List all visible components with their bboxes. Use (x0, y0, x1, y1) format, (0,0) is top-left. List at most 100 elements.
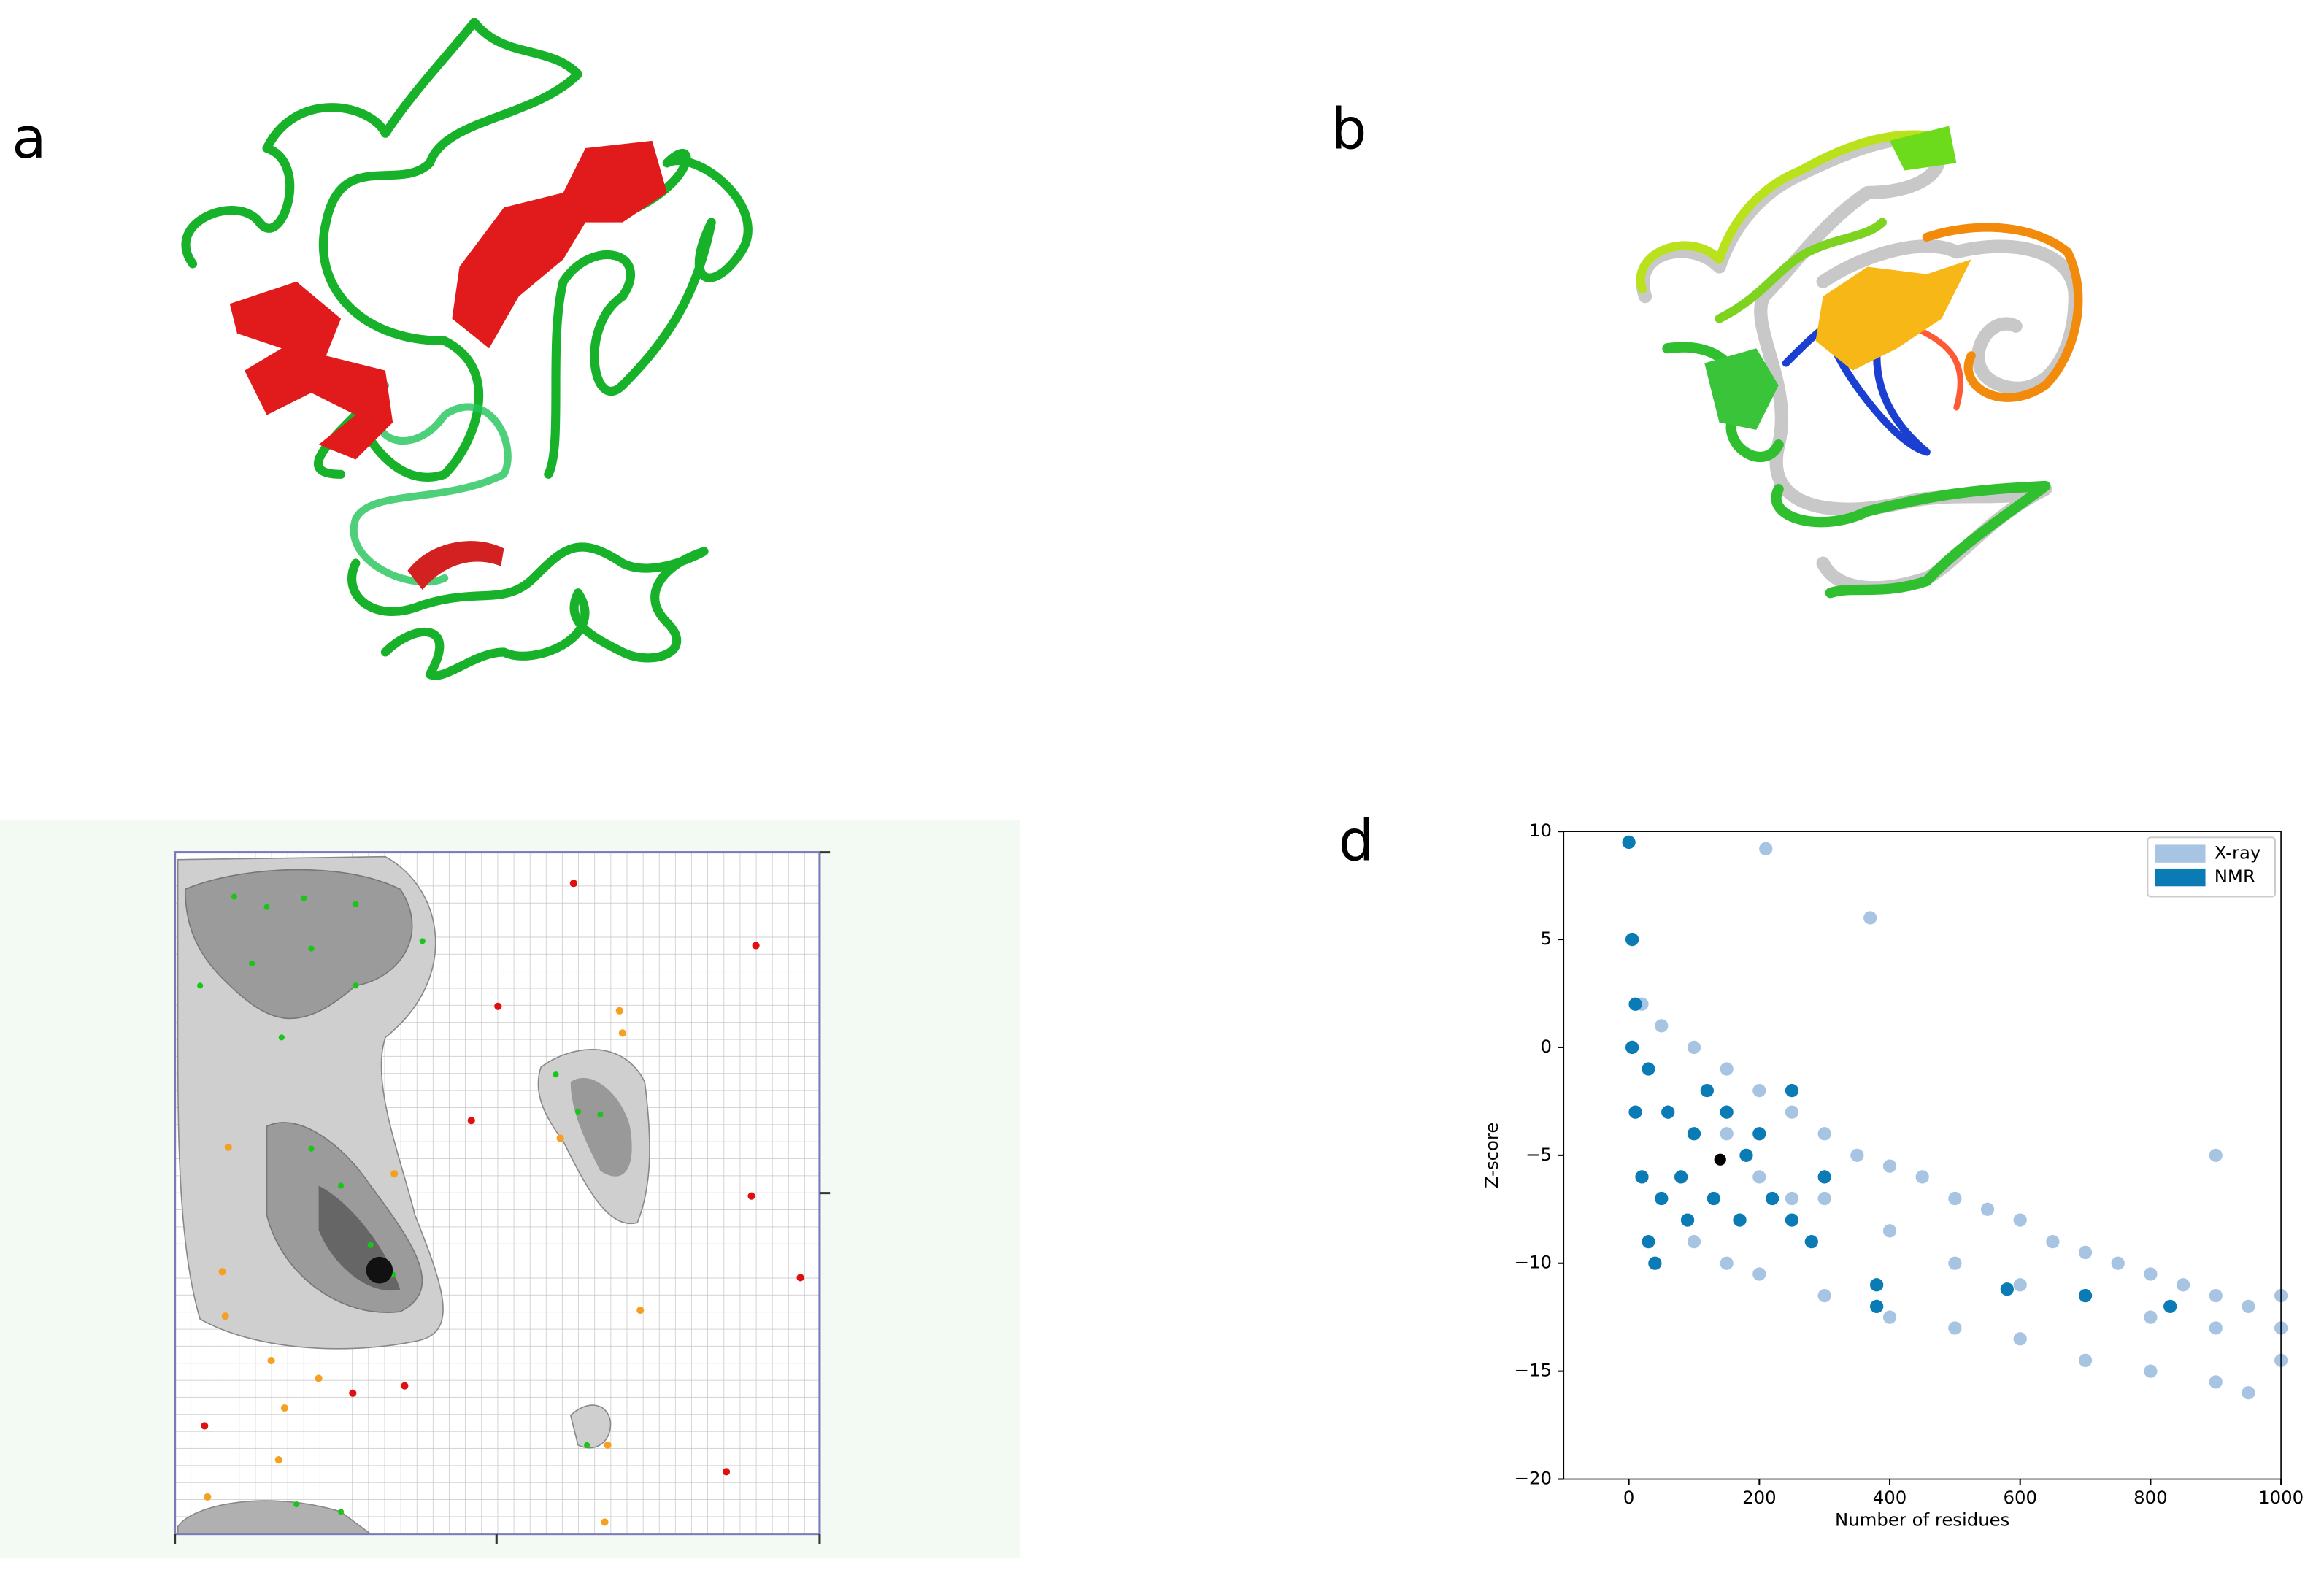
point (2111, 1256, 2125, 1270)
point (1642, 1235, 1655, 1249)
point (1759, 842, 1773, 855)
point (2163, 1299, 2177, 1314)
point (1752, 1267, 1766, 1281)
point (2144, 1310, 2158, 1324)
point (1687, 1127, 1701, 1141)
point (2242, 1299, 2255, 1314)
point (2144, 1364, 2158, 1378)
point (1882, 1224, 1897, 1238)
point (1661, 1105, 1675, 1119)
point (1948, 1256, 1962, 1270)
y-tick-label: −10 (1515, 1252, 1552, 1273)
legend-label: X-ray (2215, 842, 2261, 863)
y-tick-label: −5 (1525, 1144, 1552, 1165)
protein-structure-b (1636, 126, 2083, 599)
x-tick-label: 1000 (2258, 1487, 2304, 1508)
point (2176, 1278, 2190, 1292)
x-tick-label: 400 (1873, 1487, 1907, 1508)
point (2209, 1375, 2223, 1389)
point (2013, 1213, 2027, 1227)
y-tick-label: −15 (1515, 1360, 1552, 1381)
point (1863, 911, 1877, 925)
point (1948, 1321, 1962, 1335)
point (1882, 1310, 1897, 1324)
legend-label: NMR (2215, 866, 2255, 887)
ramachandran-plot (0, 819, 1020, 1558)
point (1733, 1213, 1747, 1227)
panel-label: a (12, 106, 46, 172)
point (2013, 1332, 2027, 1346)
point (1720, 1256, 1734, 1270)
highlight-point (1714, 1153, 1726, 1166)
point (2000, 1282, 2014, 1296)
point (1720, 1062, 1734, 1076)
point (2144, 1267, 2158, 1281)
point (1687, 1040, 1701, 1055)
point (1625, 1040, 1639, 1055)
point (1785, 1105, 1799, 1119)
point (1642, 1062, 1655, 1076)
point (1915, 1170, 1929, 1184)
scatter-chart: 0 200 400 600 800 1000 −20 −15 −10 −5 0 5 10 Number o… (1481, 820, 2304, 1530)
point (1680, 1213, 1695, 1227)
point (1817, 1191, 1831, 1206)
point (1707, 1191, 1720, 1206)
x-tick-label: 600 (2003, 1487, 2037, 1508)
point (1648, 1256, 1662, 1270)
point (1870, 1299, 1884, 1314)
y-tick-label: 5 (1541, 928, 1552, 949)
x-tick-label: 0 (1623, 1487, 1635, 1508)
point (1622, 835, 1636, 850)
point (1980, 1202, 1995, 1216)
y-tick-label: 0 (1541, 1036, 1552, 1057)
point (2209, 1321, 2223, 1335)
point (1785, 1213, 1799, 1227)
point (2046, 1235, 2060, 1249)
point (1870, 1278, 1884, 1292)
point (1785, 1083, 1799, 1098)
y-axis-label: Z-score (1481, 1123, 1502, 1189)
point (1720, 1127, 1734, 1141)
x-tick-label: 200 (1742, 1487, 1777, 1508)
point (2078, 1288, 2093, 1303)
point (1817, 1288, 1831, 1303)
point (1628, 1105, 1642, 1119)
point (1804, 1235, 1818, 1249)
panel-label: d (1339, 808, 1374, 874)
point (1674, 1170, 1688, 1184)
point (1817, 1127, 1831, 1141)
point (1655, 1019, 1669, 1033)
point (1785, 1191, 1799, 1206)
x-tick-label: 800 (2133, 1487, 2168, 1508)
point (1882, 1159, 1897, 1173)
point (2209, 1288, 2223, 1303)
point (1635, 1170, 1649, 1184)
point (2013, 1278, 2027, 1292)
protein-structure-a (181, 18, 753, 680)
point (1817, 1170, 1831, 1184)
point (1739, 1148, 1753, 1162)
point (1766, 1191, 1779, 1206)
legend-swatch (2155, 868, 2206, 887)
point (1628, 997, 1642, 1011)
point (1700, 1083, 1714, 1098)
point (1625, 932, 1639, 947)
point (2209, 1148, 2223, 1162)
x-axis-label: Number of residues (1835, 1509, 2009, 1530)
point (1752, 1170, 1766, 1184)
point (2078, 1353, 2093, 1367)
plot-area (1563, 831, 2282, 1479)
point (1752, 1127, 1766, 1141)
point (1655, 1191, 1669, 1206)
y-tick-label: 10 (1529, 820, 1552, 841)
point (1687, 1235, 1701, 1249)
point (1948, 1191, 1962, 1206)
point (2242, 1386, 2255, 1400)
y-tick-label: −20 (1515, 1468, 1552, 1489)
point (1720, 1105, 1734, 1119)
legend-swatch (2155, 844, 2206, 863)
point (2078, 1245, 2093, 1260)
panel-label: b (1331, 97, 1366, 163)
point (1850, 1148, 1864, 1162)
